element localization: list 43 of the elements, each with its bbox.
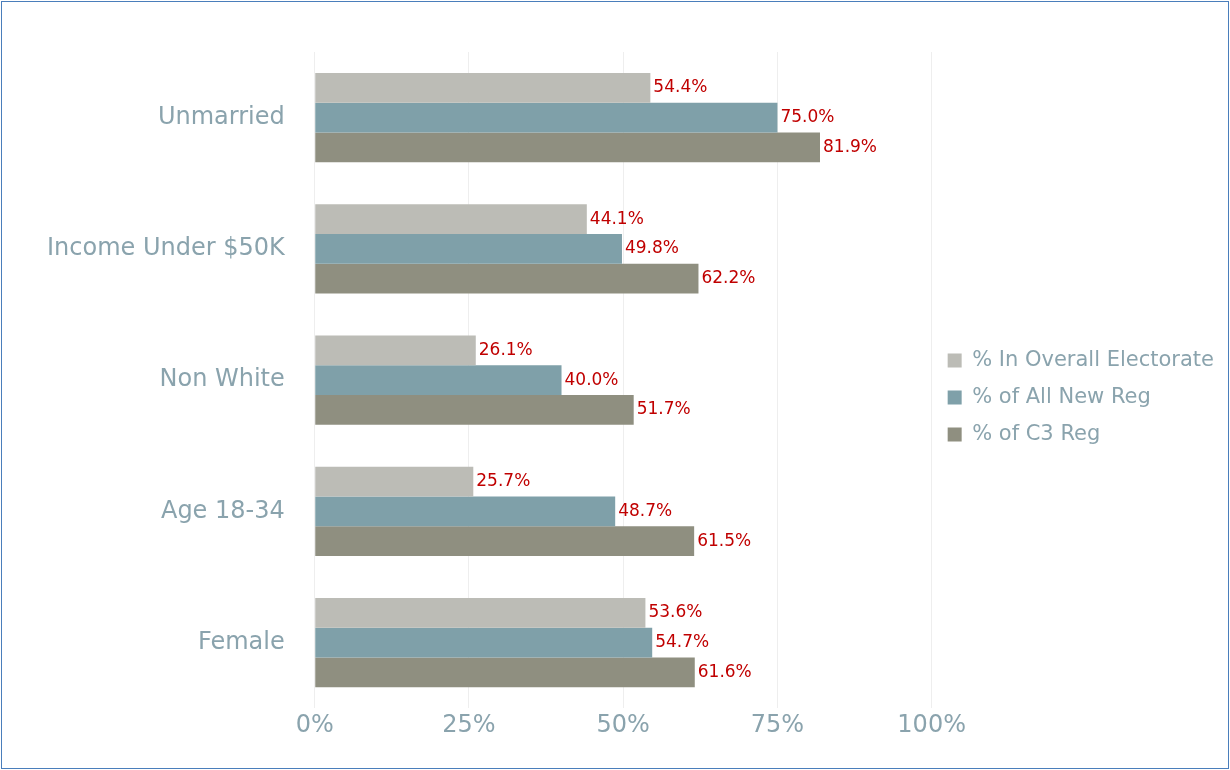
bar (315, 365, 562, 395)
data-label: 40.0% (564, 368, 619, 389)
legend-label: % In Overall Electorate (972, 346, 1215, 371)
y-tick-label: Female (197, 626, 285, 655)
y-tick-label: Non White (159, 364, 285, 393)
data-label: 49.8% (624, 237, 679, 258)
y-tick-label: Unmarried (157, 101, 285, 130)
legend-label: % of All New Reg (972, 383, 1151, 408)
data-label: 54.4% (653, 76, 708, 97)
data-label: 51.7% (636, 398, 691, 419)
bar (315, 627, 653, 658)
bar (315, 132, 820, 163)
data-label: 61.6% (697, 660, 752, 681)
bar (315, 394, 634, 425)
bar (315, 102, 778, 133)
bar (315, 496, 616, 527)
bar (315, 335, 476, 366)
bar (315, 204, 587, 234)
x-tick-label: 0% (295, 709, 334, 738)
data-label: 25.7% (476, 470, 531, 491)
data-label: 75.0% (780, 106, 835, 127)
bar (315, 657, 695, 688)
data-label: 62.2% (701, 267, 756, 288)
x-tick-label: 50% (596, 709, 650, 738)
x-tick-label: 75% (750, 709, 805, 738)
y-tick-label: Income Under $50K (47, 233, 287, 262)
x-tick-label: 25% (442, 709, 496, 738)
data-label: 61.5% (697, 529, 752, 550)
data-label: 81.9% (823, 135, 878, 156)
bar (315, 526, 695, 556)
data-label: 26.1% (478, 338, 533, 359)
data-label: 54.7% (655, 631, 710, 651)
data-label: 44.1% (589, 207, 644, 228)
bar (315, 597, 646, 628)
bar (315, 466, 474, 497)
x-tick-label: 100% (897, 709, 966, 738)
data-label: 48.7% (618, 499, 673, 520)
bar (315, 73, 651, 103)
bar (315, 263, 699, 294)
legend-label: % of C3 Reg (972, 420, 1101, 445)
data-label: 53.6% (648, 601, 703, 622)
bar (315, 233, 622, 264)
y-tick-label: Age 18-34 (160, 495, 285, 524)
